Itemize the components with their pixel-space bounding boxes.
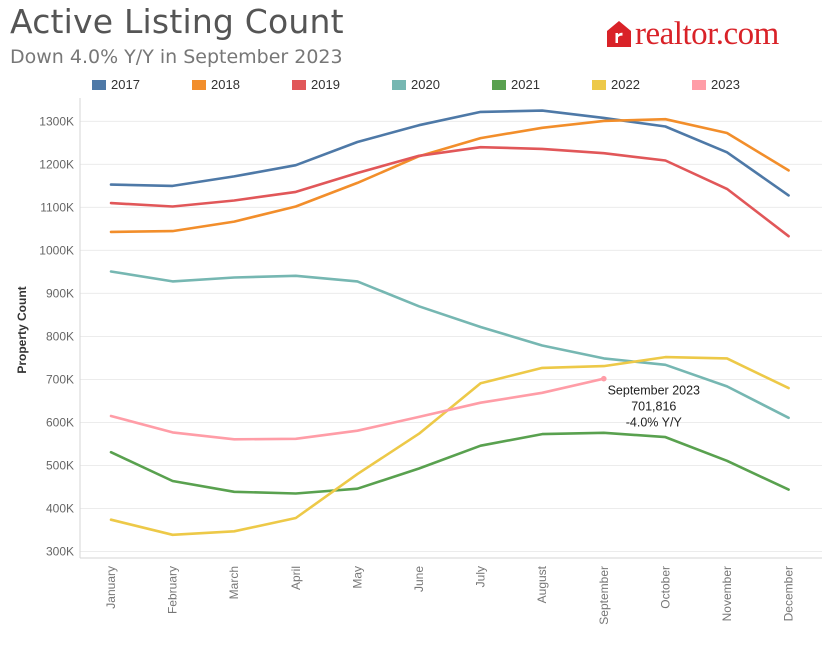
legend-swatch	[592, 79, 606, 90]
legend-item-2018: 2018	[192, 77, 240, 92]
legend-item-2019: 2019	[292, 77, 340, 92]
annotation-point	[601, 375, 607, 382]
x-tick-label: October	[658, 566, 672, 609]
y-tick-label: 1000K	[39, 243, 74, 257]
annotation-label: 701,816	[631, 400, 676, 414]
y-tick-label: 300K	[46, 545, 74, 559]
legend-item-2023: 2023	[692, 77, 740, 92]
legend-swatch	[692, 79, 706, 90]
y-tick-label: 1300K	[39, 114, 74, 128]
x-tick-label: September	[597, 566, 611, 625]
annotation-label: September 2023	[608, 384, 700, 398]
series-line-2017	[109, 109, 790, 197]
legend-label: 2022	[611, 77, 640, 92]
legend-swatch	[292, 79, 306, 90]
x-tick-label: April	[289, 566, 303, 590]
y-tick-label: 700K	[46, 372, 74, 386]
legend-item-2021: 2021	[492, 77, 540, 92]
chart-subtitle: Down 4.0% Y/Y in September 2023	[10, 46, 343, 68]
y-tick-label: 400K	[46, 502, 74, 516]
x-tick-label: August	[535, 565, 549, 603]
legend-item-2017: 2017	[92, 77, 140, 92]
legend-label: 2023	[711, 77, 740, 92]
x-tick-label: May	[350, 566, 364, 589]
annotation-label: -4.0% Y/Y	[626, 416, 683, 430]
legend-label: 2020	[411, 77, 440, 92]
x-tick-label: January	[104, 566, 118, 609]
series-line-2023	[109, 377, 606, 441]
logo-text: realtor.com	[635, 15, 779, 52]
legend-label: 2017	[111, 77, 140, 92]
legend-item-2022: 2022	[592, 77, 640, 92]
x-tick-label: March	[227, 566, 241, 599]
series-line-2020	[109, 270, 790, 420]
house-icon	[607, 21, 631, 47]
y-tick-label: 1200K	[39, 157, 74, 171]
series-line-2021	[109, 431, 790, 495]
legend-label: 2019	[311, 77, 340, 92]
series-line-2019	[109, 145, 790, 238]
y-tick-label: 800K	[46, 329, 74, 343]
legend-swatch	[192, 79, 206, 90]
chart-title: Active Listing Count	[10, 2, 344, 41]
realtor-logo: realtor.com	[606, 14, 779, 54]
legend-label: 2021	[511, 77, 540, 92]
legend-swatch	[492, 79, 506, 90]
y-tick-label: 1100K	[40, 200, 74, 214]
y-tick-label: 600K	[46, 415, 74, 429]
legend-label: 2018	[211, 77, 240, 92]
series-line-2018	[109, 117, 790, 234]
x-tick-label: November	[720, 566, 734, 621]
x-tick-label: June	[412, 566, 426, 592]
legend-swatch	[92, 79, 106, 90]
x-tick-label: February	[166, 566, 180, 614]
legend-item-2020: 2020	[392, 77, 440, 92]
x-tick-label: July	[474, 566, 488, 587]
x-tick-label: December	[782, 566, 796, 621]
y-tick-label: 900K	[46, 286, 74, 300]
legend-swatch	[392, 79, 406, 90]
y-tick-label: 500K	[46, 459, 74, 473]
y-axis-title: Property Count	[15, 286, 29, 373]
